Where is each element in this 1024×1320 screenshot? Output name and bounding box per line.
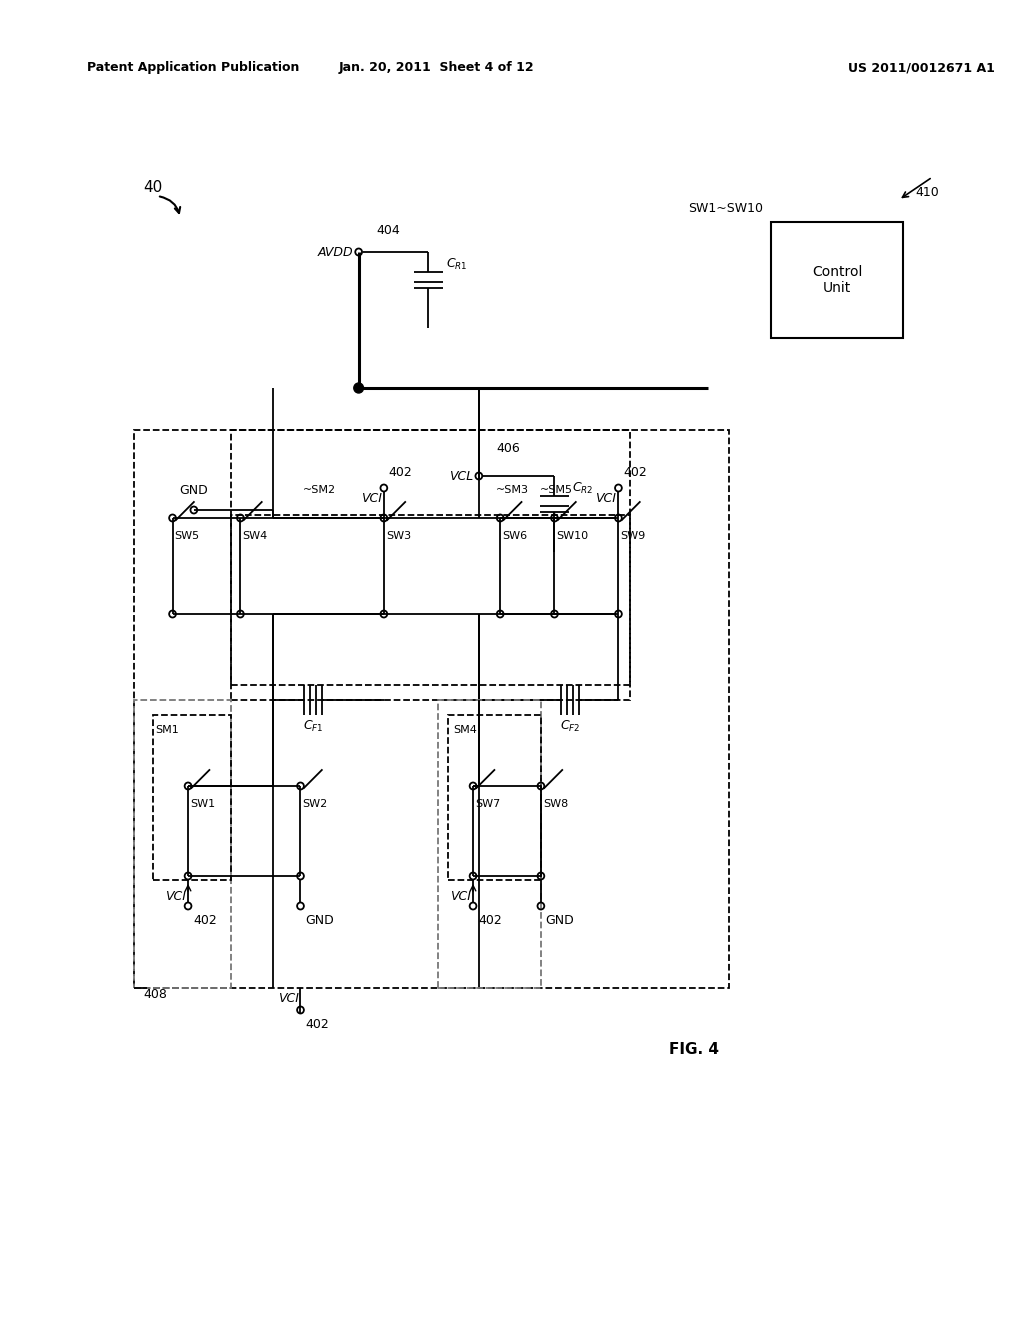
Text: 402: 402 (305, 1019, 329, 1031)
Text: SM1: SM1 (155, 725, 178, 735)
Text: SW1: SW1 (190, 799, 215, 809)
Text: GND: GND (546, 915, 574, 928)
Text: $C_{R1}$: $C_{R1}$ (445, 256, 467, 272)
Text: SW3: SW3 (386, 531, 411, 541)
Text: VCI: VCI (165, 890, 186, 903)
Text: SW10: SW10 (556, 531, 589, 541)
Text: 408: 408 (143, 987, 167, 1001)
Circle shape (354, 383, 364, 393)
Text: US 2011/0012671 A1: US 2011/0012671 A1 (848, 62, 995, 74)
Bar (134, 700, 230, 987)
Text: VCL: VCL (449, 470, 473, 483)
Bar (230, 430, 630, 700)
Text: SW1~SW10: SW1~SW10 (688, 202, 763, 214)
Text: 402: 402 (193, 915, 217, 928)
Text: VCI: VCI (278, 991, 299, 1005)
Text: GND: GND (305, 915, 334, 928)
Text: SW9: SW9 (621, 531, 645, 541)
Text: ~SM2: ~SM2 (303, 484, 337, 495)
Text: SW8: SW8 (543, 799, 568, 809)
Text: SW7: SW7 (475, 799, 501, 809)
Bar (447, 715, 541, 880)
Text: Control
Unit: Control Unit (812, 265, 862, 296)
Text: ~SM5: ~SM5 (540, 484, 572, 495)
Text: ~SM3: ~SM3 (497, 484, 529, 495)
Bar (438, 700, 541, 987)
Text: AVDD: AVDD (317, 246, 353, 259)
Text: 410: 410 (915, 186, 939, 198)
Text: 402: 402 (389, 466, 413, 479)
Text: 404: 404 (376, 223, 399, 236)
Text: SW2: SW2 (302, 799, 328, 809)
Text: VCI: VCI (360, 491, 382, 504)
Text: 40: 40 (143, 181, 163, 195)
Bar (230, 515, 630, 685)
Text: GND: GND (179, 483, 208, 496)
Text: SW4: SW4 (243, 531, 267, 541)
Text: VCI: VCI (596, 491, 616, 504)
Bar (771, 222, 903, 338)
Text: SW6: SW6 (502, 531, 527, 541)
Text: 402: 402 (478, 915, 502, 928)
Text: $C_{F2}$: $C_{F2}$ (560, 718, 581, 734)
Bar (154, 715, 230, 880)
Text: $C_{F1}$: $C_{F1}$ (303, 718, 324, 734)
Text: VCI: VCI (451, 890, 471, 903)
Text: $C_{R2}$: $C_{R2}$ (572, 480, 593, 495)
Text: Jan. 20, 2011  Sheet 4 of 12: Jan. 20, 2011 Sheet 4 of 12 (338, 62, 534, 74)
Text: FIG. 4: FIG. 4 (669, 1043, 719, 1057)
Text: 402: 402 (624, 466, 647, 479)
Text: SM4: SM4 (454, 725, 477, 735)
Text: Patent Application Publication: Patent Application Publication (87, 62, 300, 74)
Bar (134, 430, 729, 987)
Text: SW5: SW5 (174, 531, 200, 541)
Text: 406: 406 (497, 441, 520, 454)
